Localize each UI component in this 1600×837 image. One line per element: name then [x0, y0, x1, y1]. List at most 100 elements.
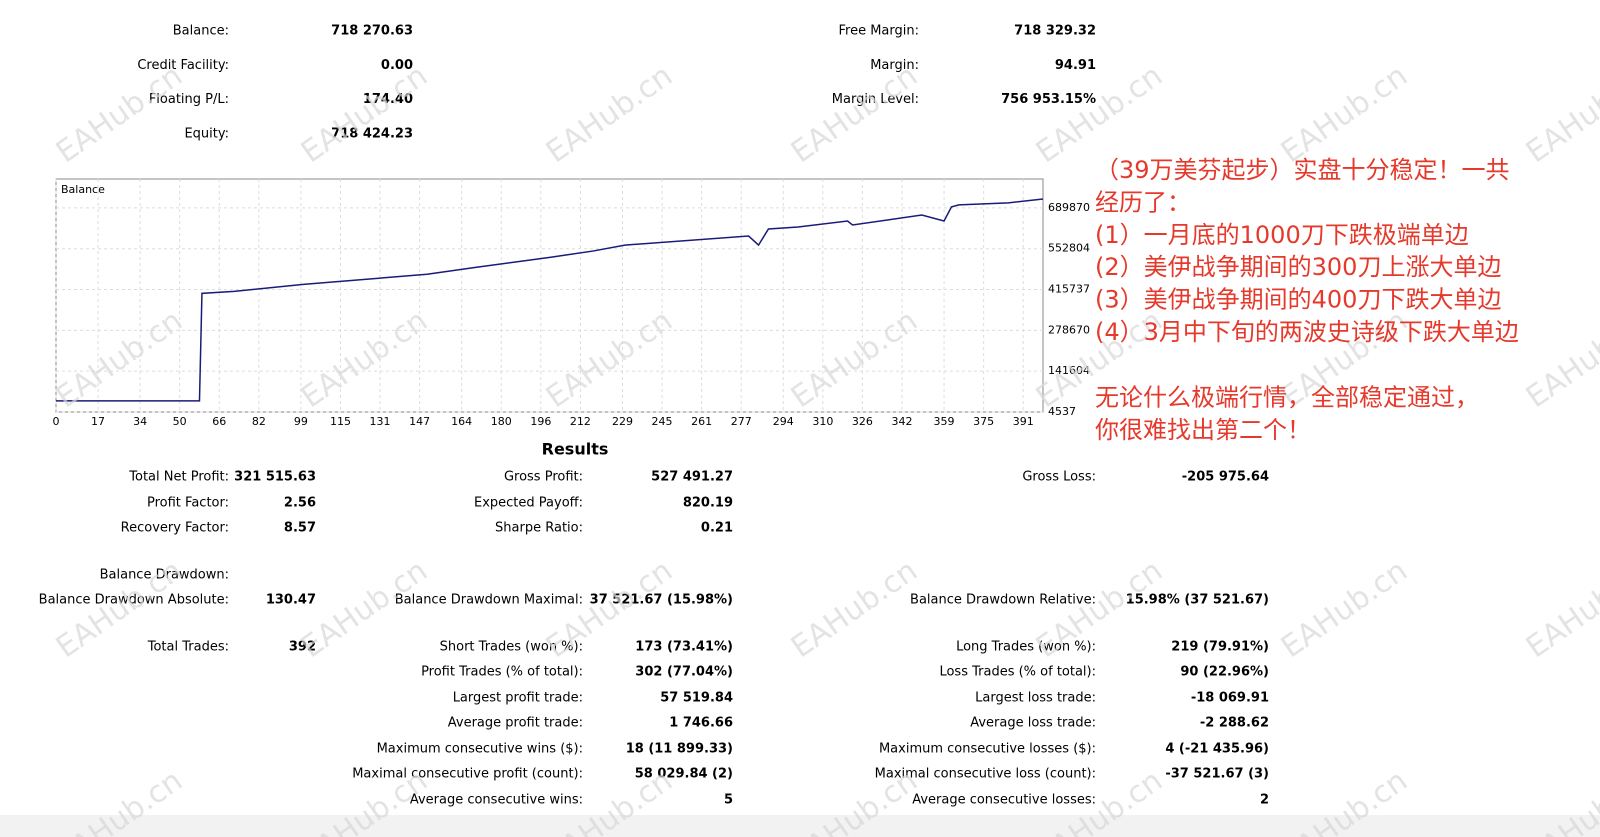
y-tick-label: 141604 [1048, 364, 1090, 377]
account-label: Margin Level: [832, 92, 919, 107]
x-tick-label: 99 [294, 415, 308, 428]
x-tick-label: 0 [53, 415, 60, 428]
account-value: 0.00 [381, 58, 413, 73]
result-label: Profit Trades (% of total): [421, 665, 583, 680]
result-value: 58 029.84 (2) [635, 767, 733, 782]
watermark: EAHub.cn [1520, 58, 1600, 170]
result-label: Average consecutive wins: [410, 793, 583, 808]
x-tick-label: 115 [330, 415, 351, 428]
watermark: EAHub.cn [1030, 553, 1169, 665]
watermark: EAHub.cn [1030, 58, 1169, 170]
y-tick-label: 4537 [1048, 405, 1076, 418]
result-label: Average profit trade: [448, 716, 583, 731]
annotation-line: 无论什么极端行情，全部稳定通过， [1095, 383, 1479, 411]
result-value: 130.47 [266, 593, 316, 608]
result-label: Balance Drawdown Relative: [910, 593, 1096, 608]
watermark: EAHub.cn [50, 58, 189, 170]
x-tick-label: 164 [451, 415, 472, 428]
result-value: 2 [1260, 793, 1269, 808]
x-tick-label: 212 [570, 415, 591, 428]
watermark: EAHub.cn [295, 58, 434, 170]
account-value: 718 270.63 [331, 24, 413, 39]
watermark: EAHub.cn [785, 553, 924, 665]
result-value: -205 975.64 [1182, 470, 1269, 485]
result-label: Gross Profit: [504, 470, 583, 485]
x-tick-label: 17 [91, 415, 105, 428]
annotation-line: （39万美芬起步）实盘十分稳定！一共 [1095, 156, 1510, 184]
x-tick-label: 82 [252, 415, 266, 428]
watermark: EAHub.cn [540, 58, 679, 170]
result-label: Largest loss trade: [975, 691, 1096, 706]
results-title: Results [542, 440, 609, 459]
result-label: Balance Drawdown Absolute: [39, 593, 229, 608]
x-tick-label: 245 [652, 415, 673, 428]
result-value: 392 [289, 640, 316, 655]
x-tick-label: 261 [691, 415, 712, 428]
result-value: 302 (77.04%) [635, 665, 733, 680]
account-label: Equity: [184, 126, 229, 141]
watermark: EAHub.cn [1520, 303, 1600, 415]
x-tick-label: 342 [892, 415, 913, 428]
y-tick-label: 415737 [1048, 283, 1090, 296]
chart-title: Balance [61, 183, 105, 196]
x-tick-label: 66 [212, 415, 226, 428]
balance-line [56, 198, 1044, 402]
result-value: 8.57 [284, 521, 316, 536]
y-tick-label: 552804 [1048, 242, 1090, 255]
watermark: EAHub.cn [1520, 553, 1600, 665]
x-tick-label: 294 [773, 415, 794, 428]
result-value: -2 288.62 [1200, 716, 1269, 731]
result-value: 1 746.66 [669, 716, 733, 731]
result-value: 57 519.84 [660, 691, 733, 706]
watermark: EAHub.cn [1275, 58, 1414, 170]
x-tick-label: 34 [133, 415, 147, 428]
x-tick-label: 310 [812, 415, 833, 428]
x-tick-label: 326 [852, 415, 873, 428]
result-value: -18 069.91 [1191, 691, 1269, 706]
result-value: 0.21 [701, 521, 733, 536]
result-label: Largest profit trade: [453, 691, 583, 706]
result-value: 90 (22.96%) [1180, 665, 1269, 680]
result-label: Maximum consecutive losses ($): [879, 742, 1096, 757]
x-tick-label: 359 [934, 415, 955, 428]
account-label: Free Margin: [838, 24, 919, 39]
account-label: Floating P/L: [149, 92, 229, 107]
account-value: 718 329.32 [1014, 24, 1096, 39]
result-value: 173 (73.41%) [635, 640, 733, 655]
annotation-line: (2）美伊战争期间的300刀上涨大单边 [1095, 253, 1501, 281]
result-label: Total Trades: [147, 640, 229, 655]
result-label: Maximal consecutive profit (count): [352, 767, 583, 782]
result-label: Total Net Profit: [128, 470, 229, 485]
result-label: Average consecutive losses: [912, 793, 1096, 808]
account-value: 174.40 [363, 92, 413, 107]
account-value: 756 953.15% [1001, 92, 1096, 107]
watermark: EAHub.cn [785, 58, 924, 170]
account-value: 94.91 [1055, 58, 1096, 73]
result-label: Balance Drawdown: [100, 568, 229, 583]
x-tick-label: 147 [409, 415, 430, 428]
watermark: EAHub.cn [295, 553, 434, 665]
annotation-line: (1）一月底的1000刀下跌极端单边 [1095, 221, 1469, 249]
result-value: 321 515.63 [234, 470, 316, 485]
watermark: EAHub.cn [1275, 553, 1414, 665]
result-value: 18 (11 899.33) [626, 742, 733, 757]
x-tick-label: 196 [530, 415, 551, 428]
x-tick-label: 50 [173, 415, 187, 428]
result-label: Balance Drawdown Maximal: [395, 593, 583, 608]
chart-frame [55, 178, 1044, 413]
x-tick-label: 391 [1013, 415, 1034, 428]
x-tick-label: 375 [973, 415, 994, 428]
result-label: Average loss trade: [970, 716, 1096, 731]
result-value: -37 521.67 (3) [1165, 767, 1269, 782]
y-tick-label: 689870 [1048, 201, 1090, 214]
result-label: Sharpe Ratio: [495, 521, 583, 536]
x-tick-label: 229 [612, 415, 633, 428]
result-label: Maximal consecutive loss (count): [875, 767, 1096, 782]
x-tick-label: 131 [370, 415, 391, 428]
account-label: Margin: [870, 58, 919, 73]
result-label: Gross Loss: [1022, 470, 1096, 485]
x-tick-label: 277 [731, 415, 752, 428]
annotation-line: 经历了： [1095, 188, 1191, 216]
